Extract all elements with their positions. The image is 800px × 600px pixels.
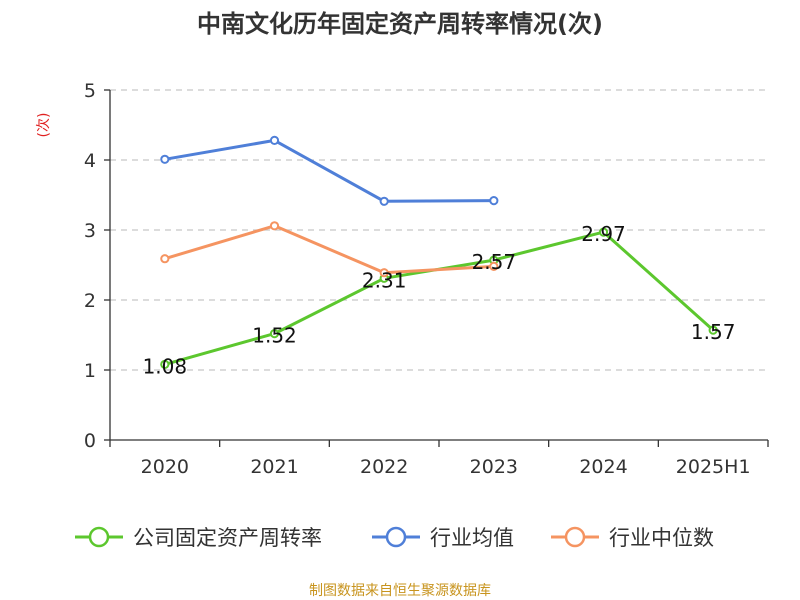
x-tick-label: 2020 (141, 456, 189, 478)
legend-marker (566, 528, 584, 546)
data-point[interactable] (490, 197, 497, 204)
y-tick-label: 5 (84, 80, 96, 102)
legend-item[interactable]: 行业均值 (372, 526, 514, 550)
x-tick-label: 2022 (360, 456, 408, 478)
data-point[interactable] (161, 255, 168, 262)
legend-item[interactable]: 行业中位数 (551, 526, 714, 550)
data-label: 2.31 (362, 268, 407, 292)
series-line (165, 140, 494, 201)
x-tick-label: 2024 (579, 456, 627, 478)
chart-title: 中南文化历年固定资产周转率情况(次) (197, 10, 603, 38)
legend-marker (387, 528, 405, 546)
legend-label: 行业均值 (430, 526, 514, 550)
legend-label: 行业中位数 (609, 526, 714, 550)
data-point[interactable] (271, 137, 278, 144)
series-0 (161, 229, 717, 369)
y-tick-label: 2 (84, 290, 96, 312)
data-label: 2.97 (581, 222, 626, 246)
series-line (165, 226, 494, 273)
source-note: 制图数据来自恒生聚源数据库 (309, 583, 491, 599)
data-label: 1.08 (143, 354, 188, 378)
axes: 0 1 2 3 4 5 2020 2021 2022 2023 2024 2025H1 (84, 80, 768, 478)
data-label: 2.57 (472, 250, 517, 274)
data-point[interactable] (161, 156, 168, 163)
y-tick-label: 3 (84, 220, 96, 242)
data-label: 1.52 (252, 324, 297, 348)
legend-label: 公司固定资产周转率 (133, 526, 322, 550)
y-tick-label: 1 (84, 360, 96, 382)
data-label: 1.57 (691, 320, 736, 344)
series-1 (161, 137, 497, 205)
x-tick-label: 2021 (250, 456, 298, 478)
series-line (165, 232, 713, 364)
x-tick-label: 2025H1 (676, 456, 751, 478)
y-tick-label: 4 (84, 150, 96, 172)
legend[interactable]: 公司固定资产周转率 行业均值 行业中位数 (75, 526, 714, 550)
data-point[interactable] (381, 198, 388, 205)
data-point[interactable] (271, 222, 278, 229)
legend-marker (90, 528, 108, 546)
y-axis-label: (次) (36, 113, 52, 138)
grid (110, 90, 768, 370)
legend-item[interactable]: 公司固定资产周转率 (75, 526, 322, 550)
series (161, 137, 717, 368)
x-tick-label: 2023 (470, 456, 518, 478)
y-tick-label: 0 (84, 430, 96, 452)
